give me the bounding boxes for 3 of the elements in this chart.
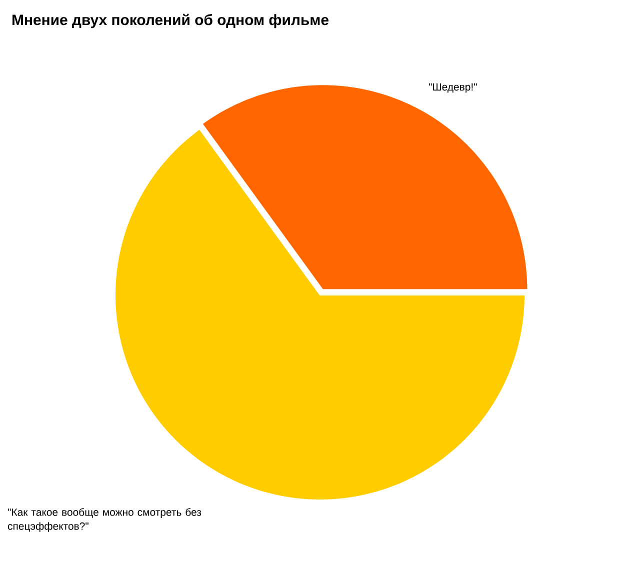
chart-title: Мнение двух поколений об одном фильме (12, 14, 328, 28)
slice-label: "Как такое вообще можно смотреть без спецэффектов?" (8, 508, 202, 532)
slice-label: "Шедевр!" (428, 83, 477, 93)
